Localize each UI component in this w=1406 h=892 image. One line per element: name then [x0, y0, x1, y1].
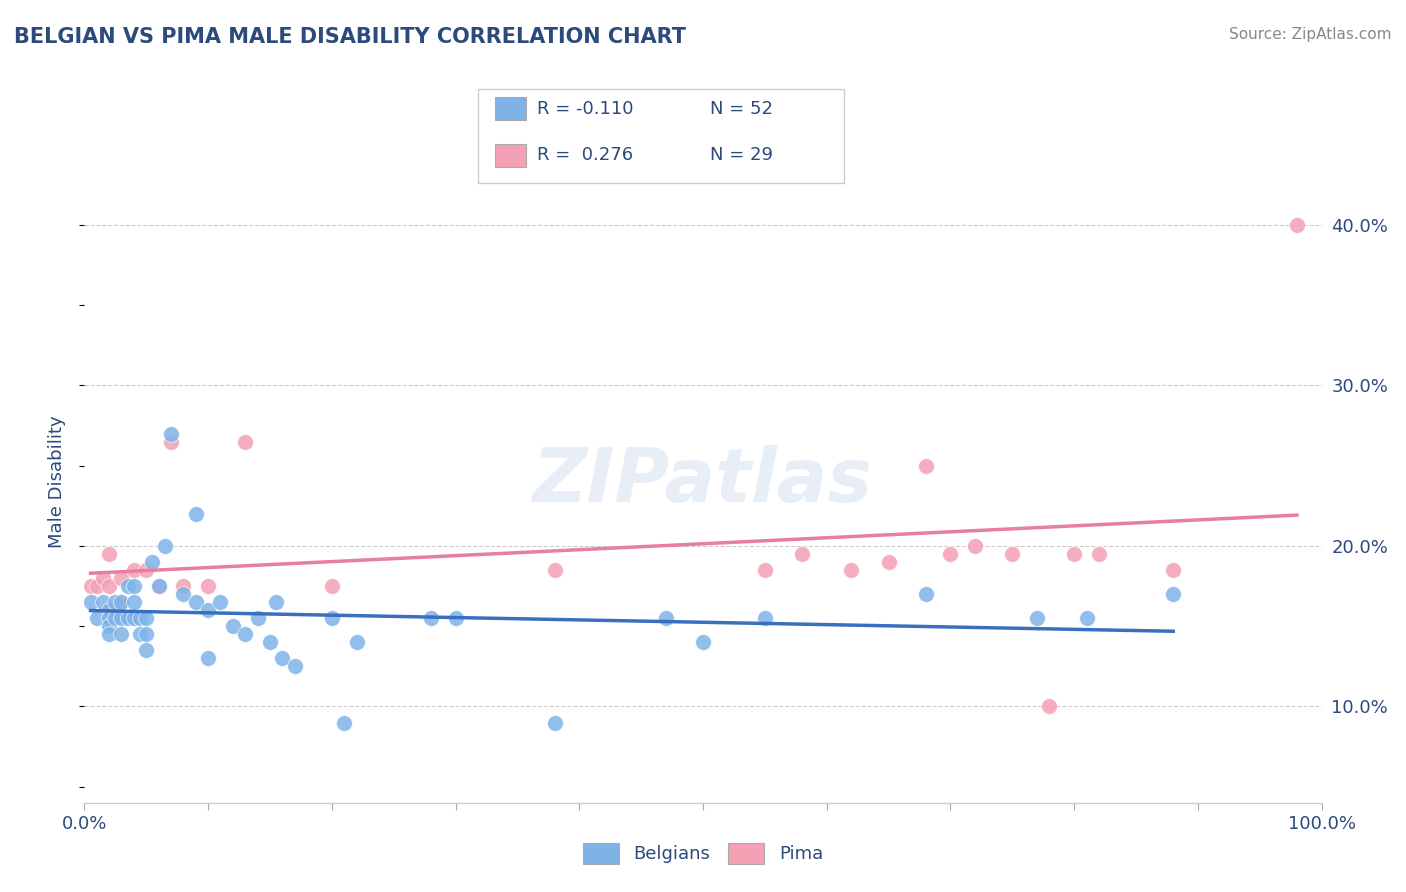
Point — [135, 627, 157, 641]
Point — [98, 579, 121, 593]
Point — [79, 595, 101, 609]
Point — [129, 611, 152, 625]
Point — [841, 563, 863, 577]
Text: R = -0.110: R = -0.110 — [537, 100, 634, 118]
Point — [148, 579, 170, 593]
Point — [160, 426, 183, 441]
Text: N = 52: N = 52 — [710, 100, 773, 118]
Point — [264, 595, 287, 609]
Point — [543, 715, 565, 730]
Point — [98, 627, 121, 641]
Point — [104, 611, 127, 625]
Point — [184, 595, 207, 609]
Point — [1026, 611, 1049, 625]
Point — [86, 579, 108, 593]
Point — [1285, 218, 1308, 232]
Point — [110, 627, 132, 641]
Point — [754, 611, 776, 625]
Point — [284, 659, 307, 673]
Point — [246, 611, 269, 625]
Point — [91, 595, 114, 609]
Point — [197, 651, 219, 665]
Point — [1038, 699, 1060, 714]
Point — [184, 507, 207, 521]
Point — [877, 555, 900, 569]
Point — [222, 619, 245, 633]
Point — [153, 539, 176, 553]
Point — [129, 627, 152, 641]
Text: R =  0.276: R = 0.276 — [537, 146, 633, 164]
Point — [1001, 547, 1024, 561]
Point — [965, 539, 987, 553]
Point — [98, 619, 121, 633]
Point — [135, 563, 157, 577]
Point — [110, 595, 132, 609]
Point — [91, 571, 114, 585]
Text: N = 29: N = 29 — [710, 146, 773, 164]
Point — [259, 635, 281, 649]
Point — [692, 635, 714, 649]
Text: ZIPatlas: ZIPatlas — [533, 445, 873, 518]
Point — [122, 579, 145, 593]
Point — [790, 547, 813, 561]
Point — [98, 603, 121, 617]
Point — [117, 579, 139, 593]
Point — [172, 579, 194, 593]
Point — [104, 595, 127, 609]
Point — [86, 611, 108, 625]
Point — [122, 611, 145, 625]
Point — [122, 595, 145, 609]
Point — [135, 643, 157, 657]
Point — [1063, 547, 1085, 561]
Point — [939, 547, 962, 561]
Point — [148, 579, 170, 593]
Point — [1088, 547, 1111, 561]
Point — [444, 611, 467, 625]
Point — [914, 458, 936, 473]
Point — [117, 611, 139, 625]
Point — [122, 563, 145, 577]
Point — [321, 611, 343, 625]
Point — [197, 579, 219, 593]
Point — [233, 434, 256, 449]
Point — [1161, 587, 1184, 601]
Point — [79, 579, 101, 593]
Point — [914, 587, 936, 601]
Point — [172, 587, 194, 601]
Text: BELGIAN VS PIMA MALE DISABILITY CORRELATION CHART: BELGIAN VS PIMA MALE DISABILITY CORRELAT… — [14, 27, 686, 46]
Point — [271, 651, 294, 665]
Point — [754, 563, 776, 577]
Point — [1161, 563, 1184, 577]
Point — [110, 571, 132, 585]
Point — [333, 715, 356, 730]
Text: Source: ZipAtlas.com: Source: ZipAtlas.com — [1229, 27, 1392, 42]
Y-axis label: Male Disability: Male Disability — [48, 416, 66, 548]
Point — [419, 611, 441, 625]
Point — [110, 595, 132, 609]
Point — [1076, 611, 1098, 625]
Point — [141, 555, 163, 569]
Point — [160, 434, 183, 449]
Point — [321, 579, 343, 593]
Point — [197, 603, 219, 617]
Point — [98, 547, 121, 561]
Point — [655, 611, 678, 625]
Point — [110, 611, 132, 625]
Point — [98, 611, 121, 625]
Point — [543, 563, 565, 577]
Point — [346, 635, 368, 649]
Point — [209, 595, 232, 609]
Legend: Belgians, Pima: Belgians, Pima — [575, 836, 831, 871]
Point — [135, 611, 157, 625]
Point — [233, 627, 256, 641]
